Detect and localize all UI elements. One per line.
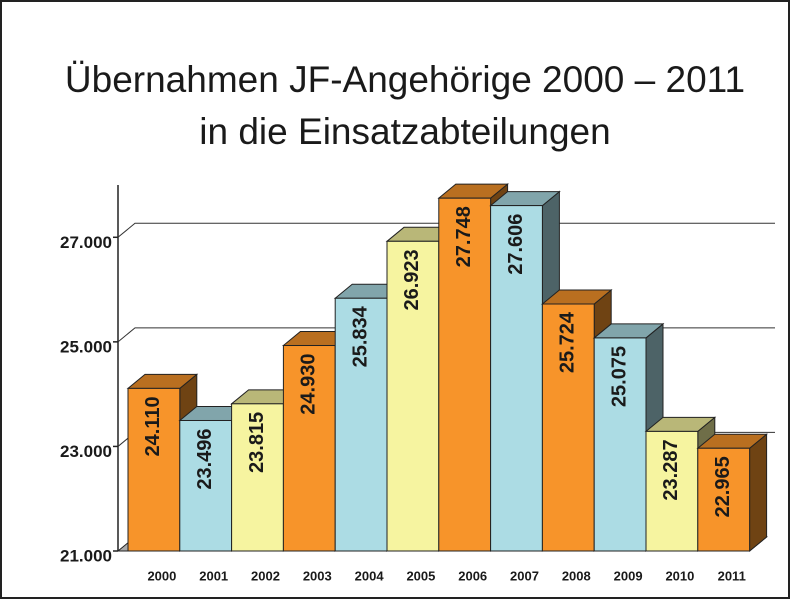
value-label: 23.287 <box>660 439 682 500</box>
y-tick-label: 25.000 <box>60 337 112 356</box>
value-label: 27.606 <box>505 214 527 275</box>
chart-subtitle: in die Einsatzabteilungen <box>199 111 610 152</box>
value-label: 24.110 <box>142 396 164 456</box>
bar <box>593 337 647 552</box>
x-tick-label: 2008 <box>562 568 591 583</box>
x-tick-label: 2003 <box>303 568 332 583</box>
value-label: 27.748 <box>453 206 475 267</box>
bar <box>231 403 284 552</box>
value-label: 25.724 <box>557 311 579 373</box>
y-tick-label: 27.000 <box>60 233 112 252</box>
x-tick-label: 2000 <box>147 568 176 583</box>
bar-side <box>749 433 768 553</box>
grid-line <box>117 222 775 238</box>
x-tick-label: 2001 <box>199 568 228 583</box>
x-tick-label: 2004 <box>355 568 385 583</box>
value-label: 22.965 <box>712 456 734 517</box>
bar <box>490 205 543 552</box>
bar <box>282 345 336 552</box>
bar <box>697 447 751 552</box>
x-tick-label: 2009 <box>614 568 643 583</box>
bar <box>386 240 440 552</box>
bar <box>645 430 699 552</box>
bar <box>334 297 388 552</box>
x-tick-label: 2002 <box>251 568 280 583</box>
value-label: 23.815 <box>246 412 268 473</box>
y-tick-label: 21.000 <box>60 546 112 565</box>
x-tick-label: 2010 <box>665 568 694 583</box>
x-tick-label: 2011 <box>718 568 746 583</box>
value-label: 23.496 <box>194 428 216 489</box>
y-tick-label: 23.000 <box>60 442 112 461</box>
x-tick-label: 2007 <box>510 568 539 583</box>
bar <box>438 197 492 552</box>
bar <box>541 303 595 552</box>
chart-title: Übernahmen JF-Angehörige 2000 – 2011 <box>65 59 745 100</box>
value-label: 26.923 <box>401 249 423 310</box>
x-tick-label: 2005 <box>406 568 435 583</box>
value-label: 25.834 <box>349 305 371 367</box>
bar <box>127 387 181 552</box>
value-label: 24.930 <box>298 354 320 415</box>
x-tick-label: 2006 <box>458 568 487 583</box>
value-label: 25.075 <box>608 346 630 407</box>
